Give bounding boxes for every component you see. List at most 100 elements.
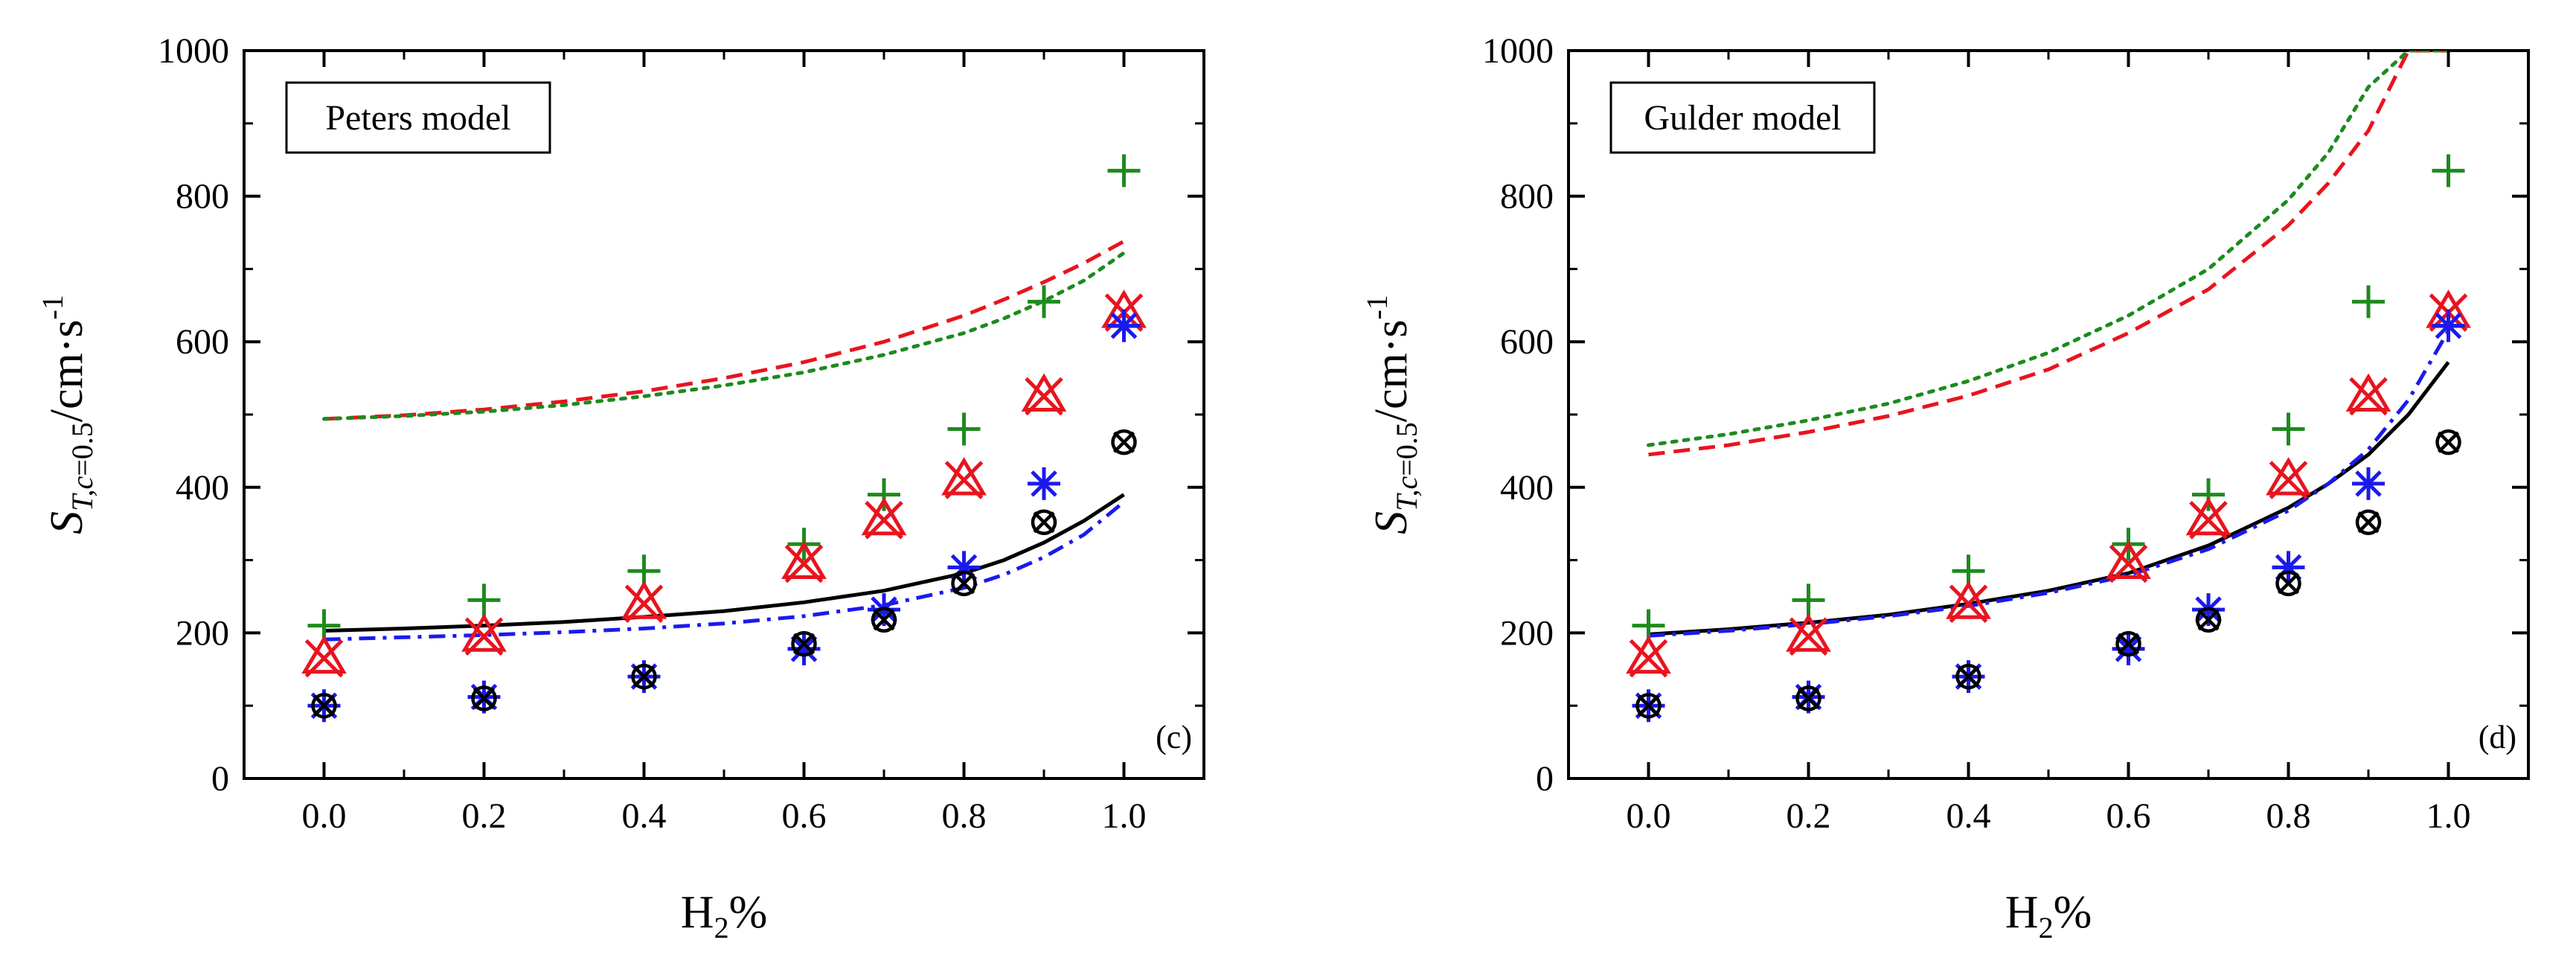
circle: [2195, 607, 2222, 633]
data-point-triangle-x: [1626, 635, 1671, 678]
data-point-circle-x: [1635, 692, 1662, 719]
data-point-circle-x: [951, 570, 977, 597]
triangle: [941, 457, 987, 496]
y-tick-label: 0: [211, 759, 229, 799]
y-tick-label: 400: [176, 468, 229, 508]
cx-2: [472, 687, 496, 710]
data-point-circle-x: [631, 663, 657, 690]
cx-2: [2277, 572, 2300, 595]
ast-d2: [1110, 312, 1138, 339]
circle: [631, 663, 657, 690]
data-point-circle-x: [2355, 509, 2382, 535]
data-point-plus: [2352, 285, 2385, 319]
x-tick-label: 0.2: [462, 796, 507, 836]
circle: [2435, 429, 2461, 455]
x-tick-label: 0.6: [782, 796, 827, 836]
data-point-circle-x: [1031, 509, 1057, 535]
panel-label: (c): [1156, 719, 1192, 755]
data-point-triangle-x: [2185, 496, 2231, 540]
cx-2: [2197, 609, 2220, 631]
ast-d2: [1031, 470, 1057, 497]
data-point-triangle-x: [2266, 457, 2311, 499]
y-axis-title: ST,c=0.5/cm·s-1: [36, 295, 99, 534]
data-point-triangle-x: [781, 540, 827, 583]
data-point-plus: [2272, 412, 2305, 446]
y-tick-label: 400: [1500, 468, 1554, 508]
cx-2: [792, 633, 816, 655]
circle: [791, 630, 817, 657]
panel-label: (d): [2479, 719, 2516, 755]
x-tick-label: 0.8: [942, 796, 987, 836]
model-curve-dotted: [322, 251, 1126, 421]
cx-2: [1957, 665, 1980, 688]
axis-ticks: 0.0 0.2 0.4 0.6 0.8 1.0 0 200 400 600 800 1000: [1482, 31, 2530, 836]
chart-panel-c: 0.0 0.2 0.4 0.6 0.8 1.0 0 200 400 600 800 1000 Pete…: [36, 31, 1205, 944]
circle: [471, 685, 497, 711]
circle: [1795, 685, 1822, 711]
x-tick-label: 0.8: [2266, 796, 2311, 836]
chart-panel-d: 0.0 0.2 0.4 0.6 0.8 1.0 0 200 400 600 800 1000 Guld…: [1360, 31, 2530, 944]
data-point-plus: [2192, 478, 2225, 511]
axis-ticks: 0.0 0.2 0.4 0.6 0.8 1.0 0 200 400 600 800 1000: [158, 31, 1205, 836]
circle: [1031, 509, 1057, 535]
triangle: [1786, 613, 1831, 652]
plot-marks: [301, 154, 1147, 723]
y-tick-label: 1000: [1482, 31, 1554, 71]
model-label: Gulder model: [1644, 98, 1841, 138]
y-tick-label: 800: [1500, 177, 1554, 217]
triangle: [1021, 373, 1067, 412]
data-point-triangle-x: [1946, 581, 1991, 624]
data-point-circle-x: [2435, 429, 2461, 455]
triangle: [621, 581, 667, 619]
cx-2: [1637, 694, 1660, 717]
circle: [2275, 570, 2301, 597]
model-curve-solid: [1648, 361, 2450, 636]
cx-2: [1112, 431, 1135, 453]
x-tick-label: 0.0: [1627, 796, 1671, 836]
triangle: [2345, 373, 2391, 412]
data-point-asterisk: [2352, 467, 2385, 500]
x-tick-label: 0.0: [302, 796, 347, 836]
data-point-plus: [868, 478, 900, 511]
cx-2: [632, 665, 656, 688]
model-curve-dashed: [324, 240, 1125, 421]
x-tick-label: 0.6: [2106, 796, 2151, 836]
x-axis-title: H2%: [681, 887, 767, 944]
y-tick-label: 600: [1500, 322, 1554, 362]
cx-2: [313, 694, 336, 717]
circle: [2115, 630, 2141, 657]
data-point-circle-x: [1955, 663, 1981, 690]
y-tick-label: 600: [176, 322, 229, 362]
data-point-circle-x: [871, 607, 897, 633]
cx-2: [2117, 633, 2140, 655]
triangle: [301, 635, 347, 674]
model-label-frame: [285, 81, 551, 154]
circle: [1955, 663, 1981, 690]
y-tick-label: 800: [176, 177, 229, 217]
data-point-plus: [2432, 154, 2465, 188]
triangle: [1626, 635, 1671, 674]
data-point-circle-x: [311, 692, 337, 719]
y-tick-label: 200: [1500, 613, 1554, 653]
data-point-triangle-x: [461, 613, 507, 656]
data-point-asterisk: [1107, 309, 1141, 342]
cx-2: [873, 609, 895, 631]
model-label-box: Gulder model: [1609, 81, 1876, 154]
x-tick-label: 0.2: [1787, 796, 1831, 836]
data-point-triangle-x: [1786, 613, 1831, 656]
data-point-triangle-x: [1021, 373, 1067, 416]
ast-d2: [2355, 470, 2382, 497]
data-point-circle-x: [1795, 685, 1822, 711]
model-curve-dotted: [1647, 51, 2450, 447]
data-point-circle-x: [471, 685, 497, 711]
cx-2: [2357, 511, 2380, 534]
data-point-plus: [1107, 154, 1141, 188]
data-point-circle-x: [2275, 570, 2301, 597]
data-point-circle-x: [791, 630, 817, 657]
plot-marks: [1626, 51, 2471, 723]
x-tick-label: 1.0: [2426, 796, 2471, 836]
circle: [1111, 429, 1137, 455]
circle: [871, 607, 897, 633]
y-tick-label: 1000: [158, 31, 229, 71]
